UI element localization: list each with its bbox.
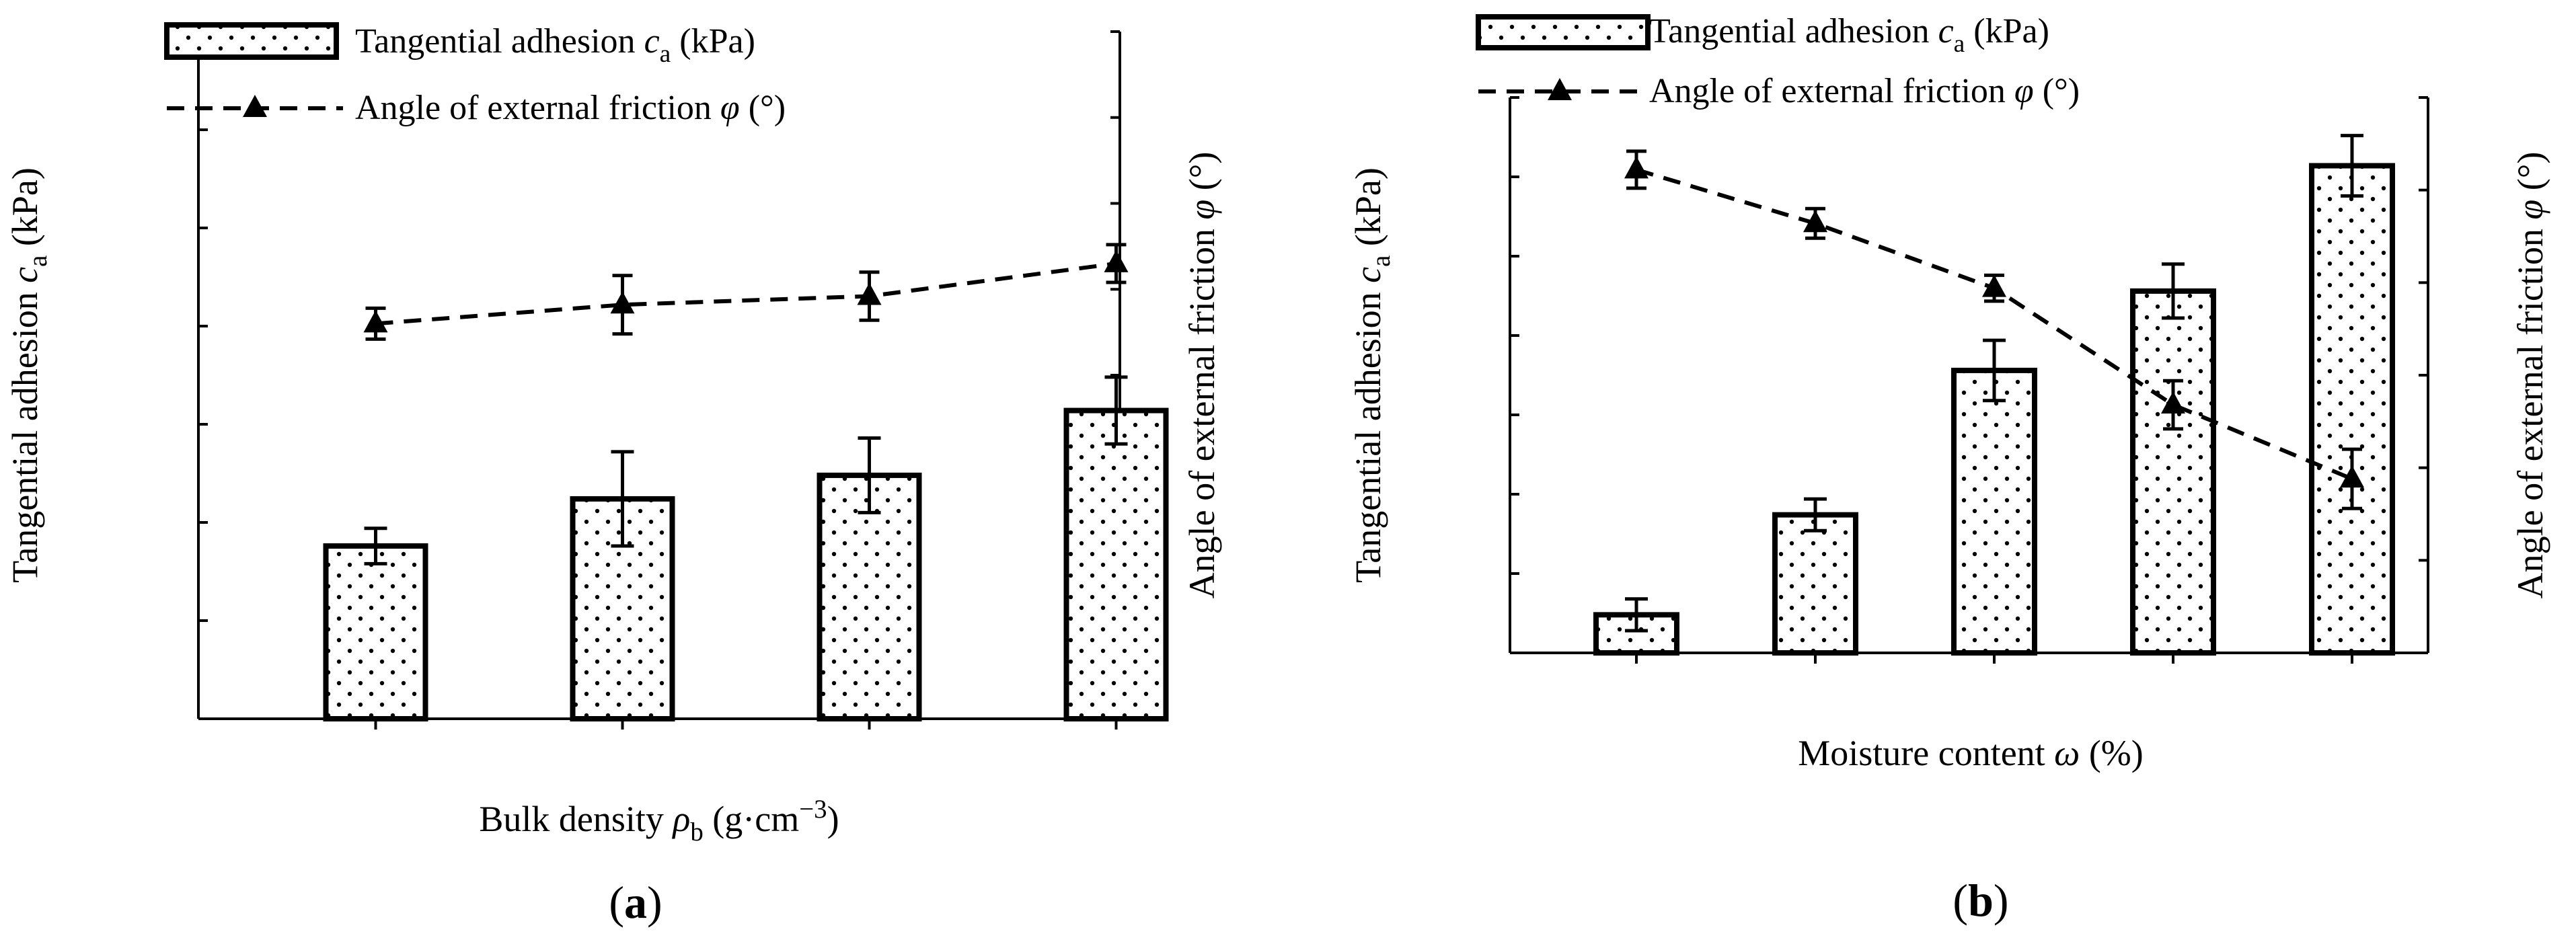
right-y-axis-title-symbol: φ	[1182, 200, 1222, 220]
legend-bar-label-symbol: c	[644, 22, 660, 61]
legend-line-label-symbol: φ	[720, 89, 740, 127]
right-y-axis-title: Angle of external friction φ (°)	[2510, 152, 2550, 599]
left-y-axis-title-sub: a	[1367, 256, 1396, 267]
legend-bar-label-sub: a	[660, 40, 671, 68]
panel-letter: a	[624, 877, 647, 928]
left-y-axis-title-prefix: Tangential adhesion	[1348, 283, 1388, 583]
chart-panel-b: Tangential adhesion ca (kPa)Angle of ext…	[1348, 12, 2550, 926]
legend-triangle-marker	[1548, 78, 1572, 100]
right-y-axis-title-prefix: Angle of external friction	[1182, 220, 1222, 599]
left-y-axis-title: Tangential adhesion ca (kPa)	[5, 167, 52, 583]
chart-panel-a: Tangential adhesion ca (kPa)Angle of ext…	[5, 22, 1222, 928]
legend-bar-swatch	[164, 22, 339, 60]
right-y-axis-title-symbol: φ	[2510, 200, 2550, 220]
bar	[1772, 512, 1858, 656]
x-axis-title-unit_close: )	[827, 799, 839, 839]
x-axis-title-symbol: ω	[2054, 733, 2080, 773]
x-axis-title-unit_open: (g·cm	[704, 799, 799, 839]
legend: Tangential adhesion ca (kPa) Angle of ext…	[164, 22, 786, 127]
bar	[1951, 367, 2037, 656]
x-axis-title-sup: −3	[799, 795, 827, 824]
x-axis-title-prefix: Bulk density	[479, 799, 673, 839]
triangle-marker	[857, 282, 882, 305]
triangle-marker	[1982, 274, 2006, 297]
x-axis-title-suffix: (%)	[2080, 733, 2143, 773]
legend-bar-label-sub: a	[1954, 30, 1965, 58]
bar	[2130, 288, 2216, 656]
left-y-axis-title: Tangential adhesion ca (kPa)	[1348, 167, 1396, 583]
legend-line-label-symbol: φ	[2014, 72, 2034, 110]
triangle-marker	[2340, 465, 2364, 488]
right-y-axis-title-suffix: (°)	[1182, 152, 1222, 200]
bar	[323, 543, 428, 721]
triangle-marker	[610, 291, 635, 314]
panel-letter: b	[1968, 875, 1994, 926]
panel-label: (b)	[1953, 875, 2008, 926]
x-axis-title: Bulk density ρb (g·cm−3)	[479, 795, 839, 847]
triangle-marker	[1803, 210, 1827, 233]
triangle-marker	[2161, 391, 2185, 414]
legend-line-label-suffix: (°)	[2034, 72, 2080, 110]
legend-bar-label-suffix: (kPa)	[1965, 12, 2049, 50]
friction-angle-line	[375, 261, 1116, 326]
bar	[1063, 407, 1169, 721]
x-axis-title-sub: b	[690, 818, 703, 847]
left-y-axis-title-prefix: Tangential adhesion	[5, 283, 45, 583]
triangle-marker	[363, 310, 388, 333]
legend-bar-label: Tangential adhesion ca (kPa)	[355, 22, 755, 68]
legend-line-label: Angle of external friction φ (°)	[355, 89, 786, 127]
legend-bar-label: Tangential adhesion ca (kPa)	[1649, 12, 2049, 58]
left-y-axis-title-symbol: c	[1348, 267, 1388, 283]
legend-bar-label-suffix: (kPa)	[671, 22, 755, 61]
legend-bar-label-symbol: c	[1938, 12, 1954, 50]
legend-line-label-prefix: Angle of external friction	[1649, 72, 2014, 110]
right-y-axis-title: Angle of external friction φ (°)	[1182, 152, 1222, 599]
x-axis-title-prefix: Moisture content	[1798, 733, 2054, 773]
legend: Tangential adhesion ca (kPa) Angle of ext…	[1476, 12, 2080, 110]
bar	[2309, 163, 2395, 656]
left-y-axis-title-symbol: c	[5, 267, 45, 283]
legend-bar-label-prefix: Tangential adhesion	[1649, 12, 1938, 50]
triangle-marker	[1104, 249, 1129, 272]
left-y-axis-title-suffix: (kPa)	[1348, 167, 1388, 255]
panel-label: (a)	[609, 877, 662, 928]
legend-bar-label-prefix: Tangential adhesion	[355, 22, 644, 61]
right-y-axis-title-prefix: Angle of external friction	[2510, 220, 2550, 599]
left-y-axis-title-suffix: (kPa)	[5, 167, 45, 255]
legend-line-label-suffix: (°)	[740, 89, 786, 127]
x-axis-title: Moisture content ω (%)	[1798, 733, 2144, 773]
legend-triangle-marker	[243, 95, 267, 117]
legend-line-label: Angle of external friction φ (°)	[1649, 72, 2080, 110]
x-axis-title-symbol: ρ	[671, 799, 690, 839]
legend-bar-swatch	[1476, 14, 1651, 50]
legend-line-label-prefix: Angle of external friction	[355, 89, 720, 127]
bar	[817, 472, 922, 721]
triangle-marker	[1624, 156, 1649, 179]
left-y-axis-title-sub: a	[24, 256, 52, 267]
right-y-axis-title-suffix: (°)	[2510, 152, 2550, 200]
